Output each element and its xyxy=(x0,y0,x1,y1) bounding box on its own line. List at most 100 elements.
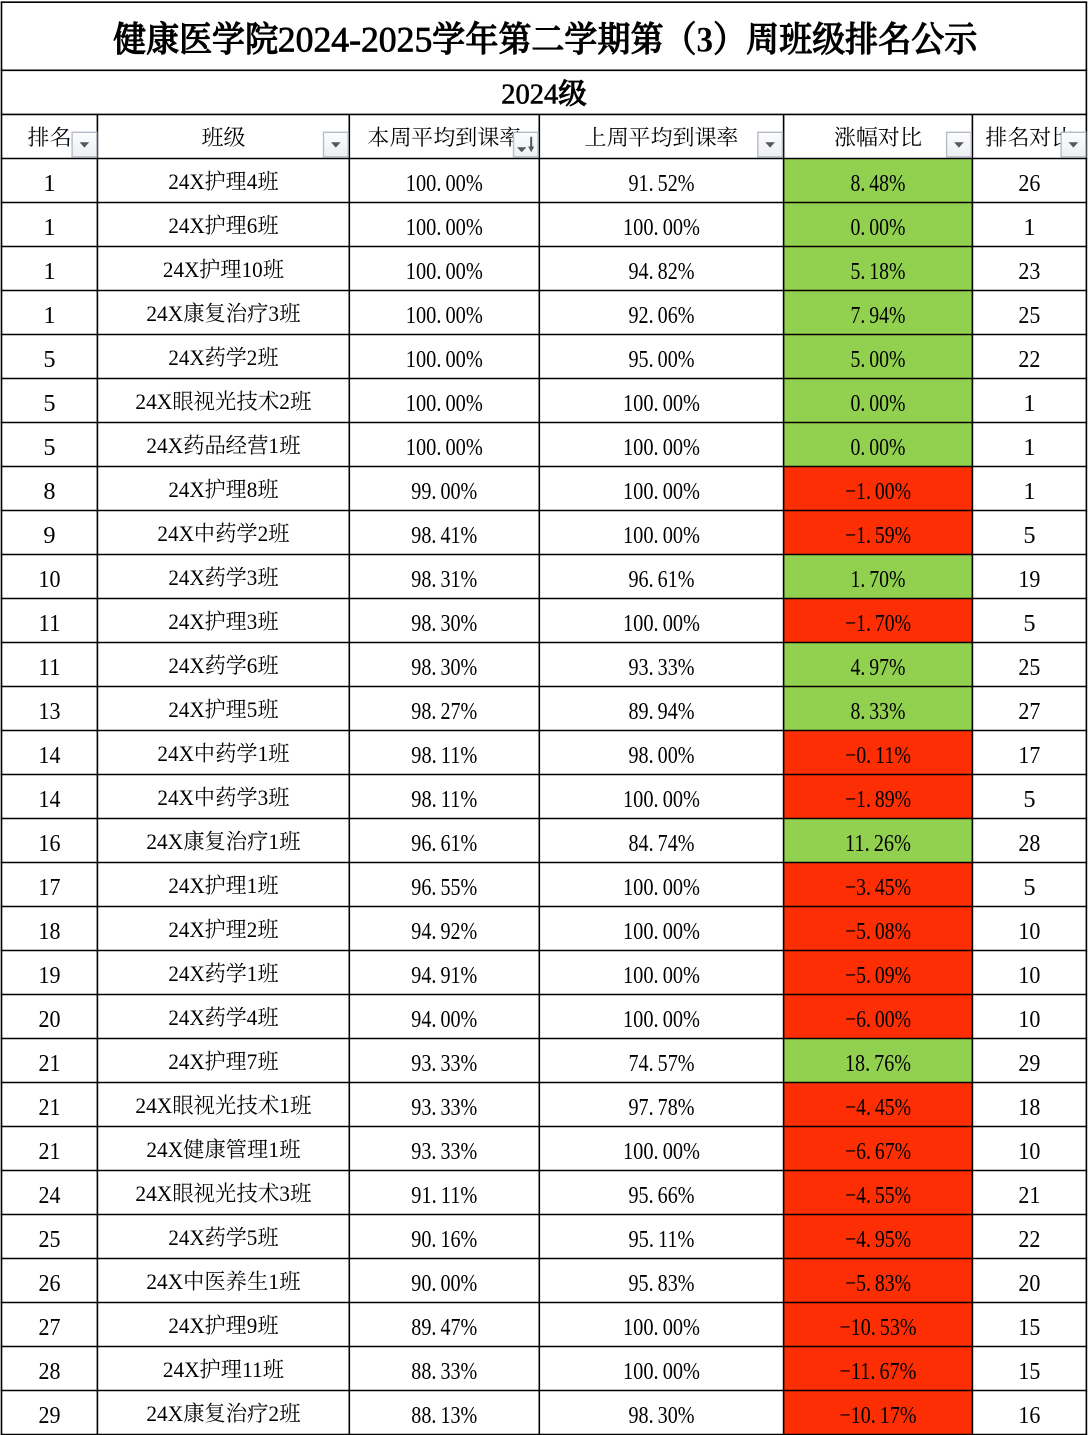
svg-text:排名: 排名 xyxy=(27,125,71,150)
svg-text:28: 28 xyxy=(39,1358,61,1385)
svg-text:91. 11%: 91. 11% xyxy=(411,1182,477,1209)
svg-text:100. 00%: 100. 00% xyxy=(406,434,483,461)
svg-text:24X眼视光技术1班: 24X眼视光技术1班 xyxy=(135,1093,311,1118)
svg-text:96. 61%: 96. 61% xyxy=(629,566,695,593)
svg-text:24X药学3班: 24X药学3班 xyxy=(168,565,278,590)
svg-text:24X护理2班: 24X护理2班 xyxy=(168,917,278,942)
svg-text:16: 16 xyxy=(39,830,61,857)
svg-text:98. 30%: 98. 30% xyxy=(629,1402,695,1429)
svg-text:94. 82%: 94. 82% xyxy=(629,258,695,285)
svg-text:18. 76%: 18. 76% xyxy=(845,1050,911,1077)
svg-text:95. 83%: 95. 83% xyxy=(629,1270,695,1297)
svg-text:25: 25 xyxy=(1018,302,1040,329)
svg-text:29: 29 xyxy=(39,1402,61,1429)
svg-text:−5. 08%: −5. 08% xyxy=(845,918,911,945)
svg-text:10: 10 xyxy=(1018,1006,1040,1033)
svg-text:100. 00%: 100. 00% xyxy=(406,346,483,373)
svg-text:100. 00%: 100. 00% xyxy=(406,214,483,241)
svg-text:排名对比: 排名对比 xyxy=(985,125,1073,150)
svg-text:90. 00%: 90. 00% xyxy=(411,1270,477,1297)
svg-text:11: 11 xyxy=(39,654,61,681)
svg-text:21: 21 xyxy=(39,1050,61,1077)
svg-text:班级: 班级 xyxy=(201,125,245,150)
svg-text:16: 16 xyxy=(1018,1402,1040,1429)
svg-text:涨幅对比: 涨幅对比 xyxy=(834,125,922,150)
svg-text:96. 55%: 96. 55% xyxy=(411,874,477,901)
svg-text:10: 10 xyxy=(1018,962,1040,989)
svg-text:24X护理3班: 24X护理3班 xyxy=(168,609,278,634)
svg-text:29: 29 xyxy=(1018,1050,1040,1077)
svg-text:本周平均到课率: 本周平均到课率 xyxy=(367,125,521,150)
svg-text:100. 00%: 100. 00% xyxy=(623,522,700,549)
svg-text:−6. 67%: −6. 67% xyxy=(845,1138,911,1165)
svg-text:21: 21 xyxy=(1018,1182,1040,1209)
svg-text:24X药学4班: 24X药学4班 xyxy=(168,1005,278,1030)
svg-text:24X护理10班: 24X护理10班 xyxy=(163,257,284,282)
svg-text:98. 41%: 98. 41% xyxy=(411,522,477,549)
svg-text:20: 20 xyxy=(1018,1270,1040,1297)
svg-text:5: 5 xyxy=(43,346,55,373)
svg-text:−1. 59%: −1. 59% xyxy=(845,522,911,549)
svg-text:88. 33%: 88. 33% xyxy=(411,1358,477,1385)
svg-text:−1. 70%: −1. 70% xyxy=(845,610,911,637)
svg-text:5: 5 xyxy=(1023,786,1035,813)
svg-text:100. 00%: 100. 00% xyxy=(623,610,700,637)
svg-text:89. 47%: 89. 47% xyxy=(411,1314,477,1341)
svg-text:100. 00%: 100. 00% xyxy=(623,478,700,505)
svg-text:−1. 00%: −1. 00% xyxy=(845,478,911,505)
svg-text:−10. 53%: −10. 53% xyxy=(840,1314,917,1341)
svg-text:24X药学6班: 24X药学6班 xyxy=(168,653,278,678)
svg-text:92. 06%: 92. 06% xyxy=(629,302,695,329)
svg-text:1: 1 xyxy=(43,214,55,241)
svg-text:95. 11%: 95. 11% xyxy=(629,1226,695,1253)
svg-text:11: 11 xyxy=(39,610,61,637)
svg-text:96. 61%: 96. 61% xyxy=(411,830,477,857)
svg-text:1. 70%: 1. 70% xyxy=(851,566,906,593)
svg-text:24X护理7班: 24X护理7班 xyxy=(168,1049,278,1074)
svg-text:93. 33%: 93. 33% xyxy=(411,1050,477,1077)
svg-text:28: 28 xyxy=(1018,830,1040,857)
svg-text:26: 26 xyxy=(1018,170,1040,197)
svg-text:22: 22 xyxy=(1018,1226,1040,1253)
svg-text:5: 5 xyxy=(1023,610,1035,637)
svg-text:1: 1 xyxy=(43,302,55,329)
svg-text:98. 30%: 98. 30% xyxy=(411,654,477,681)
svg-text:98. 30%: 98. 30% xyxy=(411,610,477,637)
svg-text:−4. 95%: −4. 95% xyxy=(845,1226,911,1253)
svg-text:100. 00%: 100. 00% xyxy=(623,918,700,945)
svg-text:24X护理9班: 24X护理9班 xyxy=(168,1313,278,1338)
svg-text:27: 27 xyxy=(39,1314,61,1341)
svg-text:100. 00%: 100. 00% xyxy=(623,1314,700,1341)
svg-text:17: 17 xyxy=(39,874,61,901)
svg-text:1: 1 xyxy=(43,258,55,285)
svg-text:24X眼视光技术3班: 24X眼视光技术3班 xyxy=(135,1181,311,1206)
svg-text:23: 23 xyxy=(1018,258,1040,285)
svg-text:100. 00%: 100. 00% xyxy=(623,214,700,241)
svg-text:5: 5 xyxy=(1023,874,1035,901)
svg-text:24X药学5班: 24X药学5班 xyxy=(168,1225,278,1250)
svg-text:74. 57%: 74. 57% xyxy=(629,1050,695,1077)
svg-text:8. 48%: 8. 48% xyxy=(851,170,906,197)
svg-text:97. 78%: 97. 78% xyxy=(629,1094,695,1121)
svg-text:24X护理4班: 24X护理4班 xyxy=(168,169,278,194)
svg-text:2024级: 2024级 xyxy=(501,79,587,111)
svg-text:10: 10 xyxy=(39,566,61,593)
svg-text:19: 19 xyxy=(1018,566,1040,593)
svg-text:98. 11%: 98. 11% xyxy=(411,786,477,813)
svg-text:1: 1 xyxy=(1023,214,1035,241)
svg-text:24X眼视光技术2班: 24X眼视光技术2班 xyxy=(135,389,311,414)
svg-text:18: 18 xyxy=(1018,1094,1040,1121)
svg-text:8. 33%: 8. 33% xyxy=(851,698,906,725)
svg-text:24X护理8班: 24X护理8班 xyxy=(168,477,278,502)
svg-text:94. 92%: 94. 92% xyxy=(411,918,477,945)
svg-text:89. 94%: 89. 94% xyxy=(629,698,695,725)
svg-text:25: 25 xyxy=(1018,654,1040,681)
svg-text:100. 00%: 100. 00% xyxy=(623,874,700,901)
svg-text:93. 33%: 93. 33% xyxy=(629,654,695,681)
svg-text:88. 13%: 88. 13% xyxy=(411,1402,477,1429)
svg-text:100. 00%: 100. 00% xyxy=(406,258,483,285)
svg-text:18: 18 xyxy=(39,918,61,945)
svg-text:24: 24 xyxy=(39,1182,61,1209)
svg-text:100. 00%: 100. 00% xyxy=(623,434,700,461)
svg-text:−4. 45%: −4. 45% xyxy=(845,1094,911,1121)
